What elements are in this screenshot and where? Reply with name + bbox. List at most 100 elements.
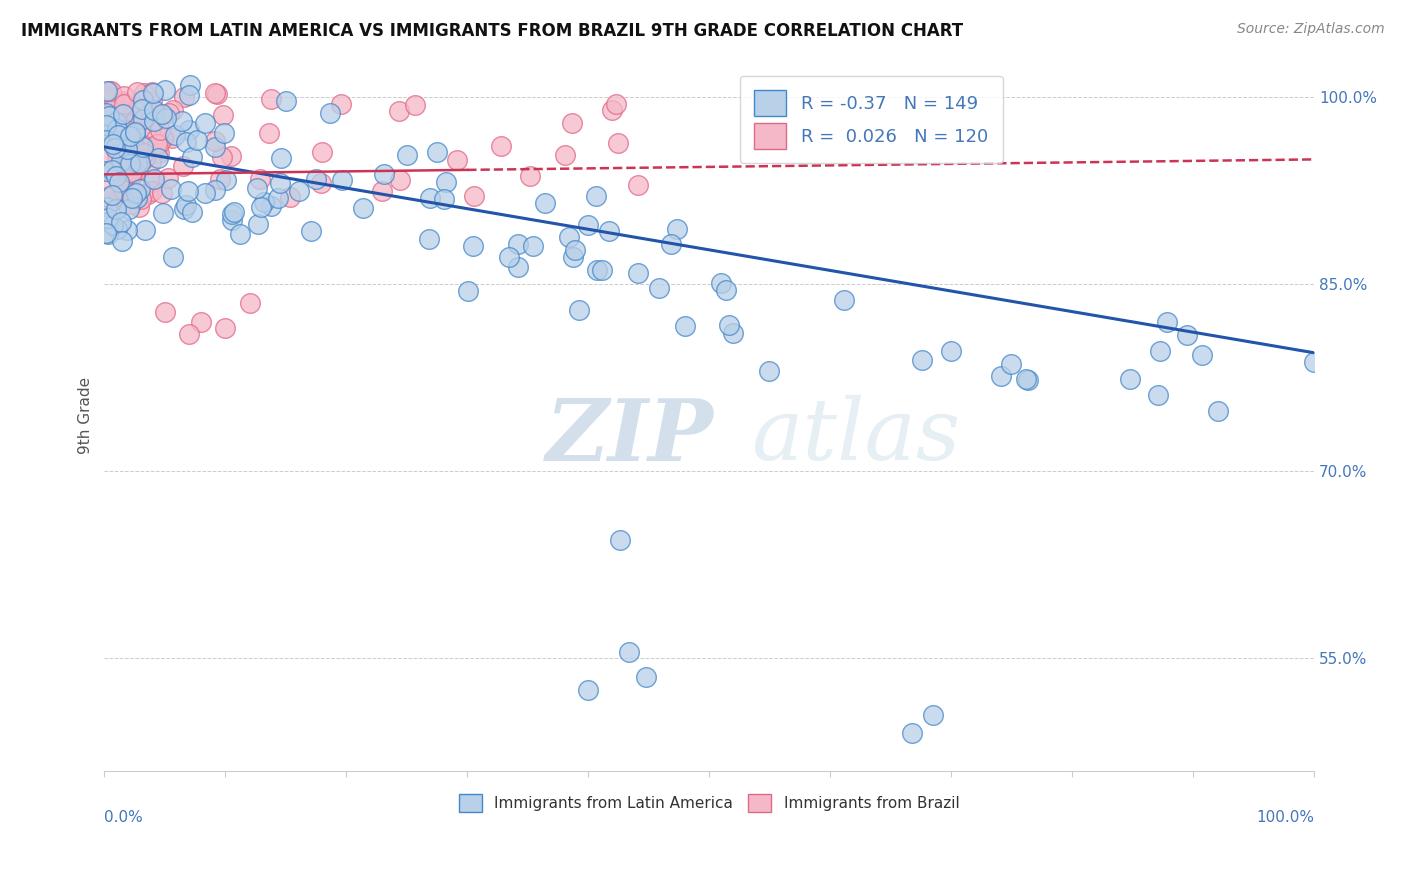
Point [121, 165, 143, 179]
Point [121, 165, 143, 179]
Point [114, 173, 136, 187]
Point [585, 189, 607, 203]
Point [149, 123, 172, 137]
Point [132, 139, 155, 153]
Point [305, 172, 328, 186]
Point [162, 103, 184, 117]
Point [1302, 354, 1324, 368]
Point [122, 113, 145, 128]
Point [110, 215, 132, 229]
Point [155, 111, 177, 125]
Point [204, 134, 226, 148]
Point [1119, 372, 1142, 386]
Point [142, 86, 165, 100]
Point [148, 151, 170, 165]
Point [141, 85, 163, 99]
Point [388, 173, 411, 187]
Point [127, 111, 149, 125]
Point [246, 181, 269, 195]
Point [104, 115, 127, 129]
Point [129, 156, 152, 170]
Point [180, 150, 202, 164]
Point [418, 232, 440, 246]
Point [1206, 404, 1229, 418]
Point [249, 172, 271, 186]
Point [221, 149, 243, 163]
Point [120, 171, 142, 186]
Point [105, 116, 128, 130]
Point [605, 97, 627, 112]
Point [395, 147, 418, 161]
Point [104, 141, 127, 155]
Point [98, 214, 121, 228]
Point [718, 318, 741, 333]
Point [156, 171, 179, 186]
Point [922, 707, 945, 722]
Point [425, 145, 447, 159]
Point [125, 100, 148, 114]
Point [96, 83, 118, 97]
Point [208, 171, 231, 186]
Point [107, 113, 129, 128]
Point [117, 157, 139, 171]
Point [129, 182, 152, 196]
Point [634, 670, 657, 684]
Point [148, 136, 170, 151]
Point [309, 177, 332, 191]
Point [105, 122, 128, 136]
Y-axis label: 9th Grade: 9th Grade [79, 376, 93, 454]
Point [115, 123, 138, 137]
Point [301, 224, 323, 238]
Point [941, 343, 963, 358]
Point [561, 251, 583, 265]
Point [129, 192, 152, 206]
Point [1000, 357, 1022, 371]
Point [110, 140, 132, 154]
Point [648, 281, 671, 295]
Point [97, 227, 120, 242]
Point [457, 284, 479, 298]
Point [352, 201, 374, 215]
Point [115, 168, 138, 182]
Point [143, 172, 166, 186]
Point [111, 183, 134, 197]
Point [117, 223, 139, 237]
Point [96, 200, 118, 214]
Point [221, 207, 243, 221]
Point [100, 84, 122, 98]
Point [124, 126, 146, 140]
Point [101, 188, 124, 202]
Point [330, 96, 353, 111]
Point [122, 185, 145, 199]
Point [1156, 315, 1178, 329]
Point [94, 89, 117, 103]
Point [134, 151, 156, 165]
Point [115, 187, 138, 202]
Point [179, 87, 201, 102]
Point [373, 167, 395, 181]
Point [108, 189, 131, 203]
Point [132, 145, 155, 160]
Point [120, 153, 142, 168]
Point [103, 90, 125, 104]
Point [118, 129, 141, 144]
Point [1191, 348, 1213, 362]
Text: Source: ZipAtlas.com: Source: ZipAtlas.com [1237, 22, 1385, 37]
Point [270, 152, 292, 166]
Point [723, 326, 745, 340]
Point [609, 533, 631, 547]
Point [103, 218, 125, 232]
Point [100, 106, 122, 120]
Point [121, 191, 143, 205]
Point [101, 162, 124, 177]
Point [177, 184, 200, 198]
Point [564, 243, 586, 257]
Point [181, 205, 204, 219]
Point [506, 260, 529, 275]
Point [107, 128, 129, 142]
Point [150, 186, 173, 201]
Point [136, 187, 159, 202]
Point [128, 120, 150, 135]
Point [110, 169, 132, 183]
Point [554, 148, 576, 162]
